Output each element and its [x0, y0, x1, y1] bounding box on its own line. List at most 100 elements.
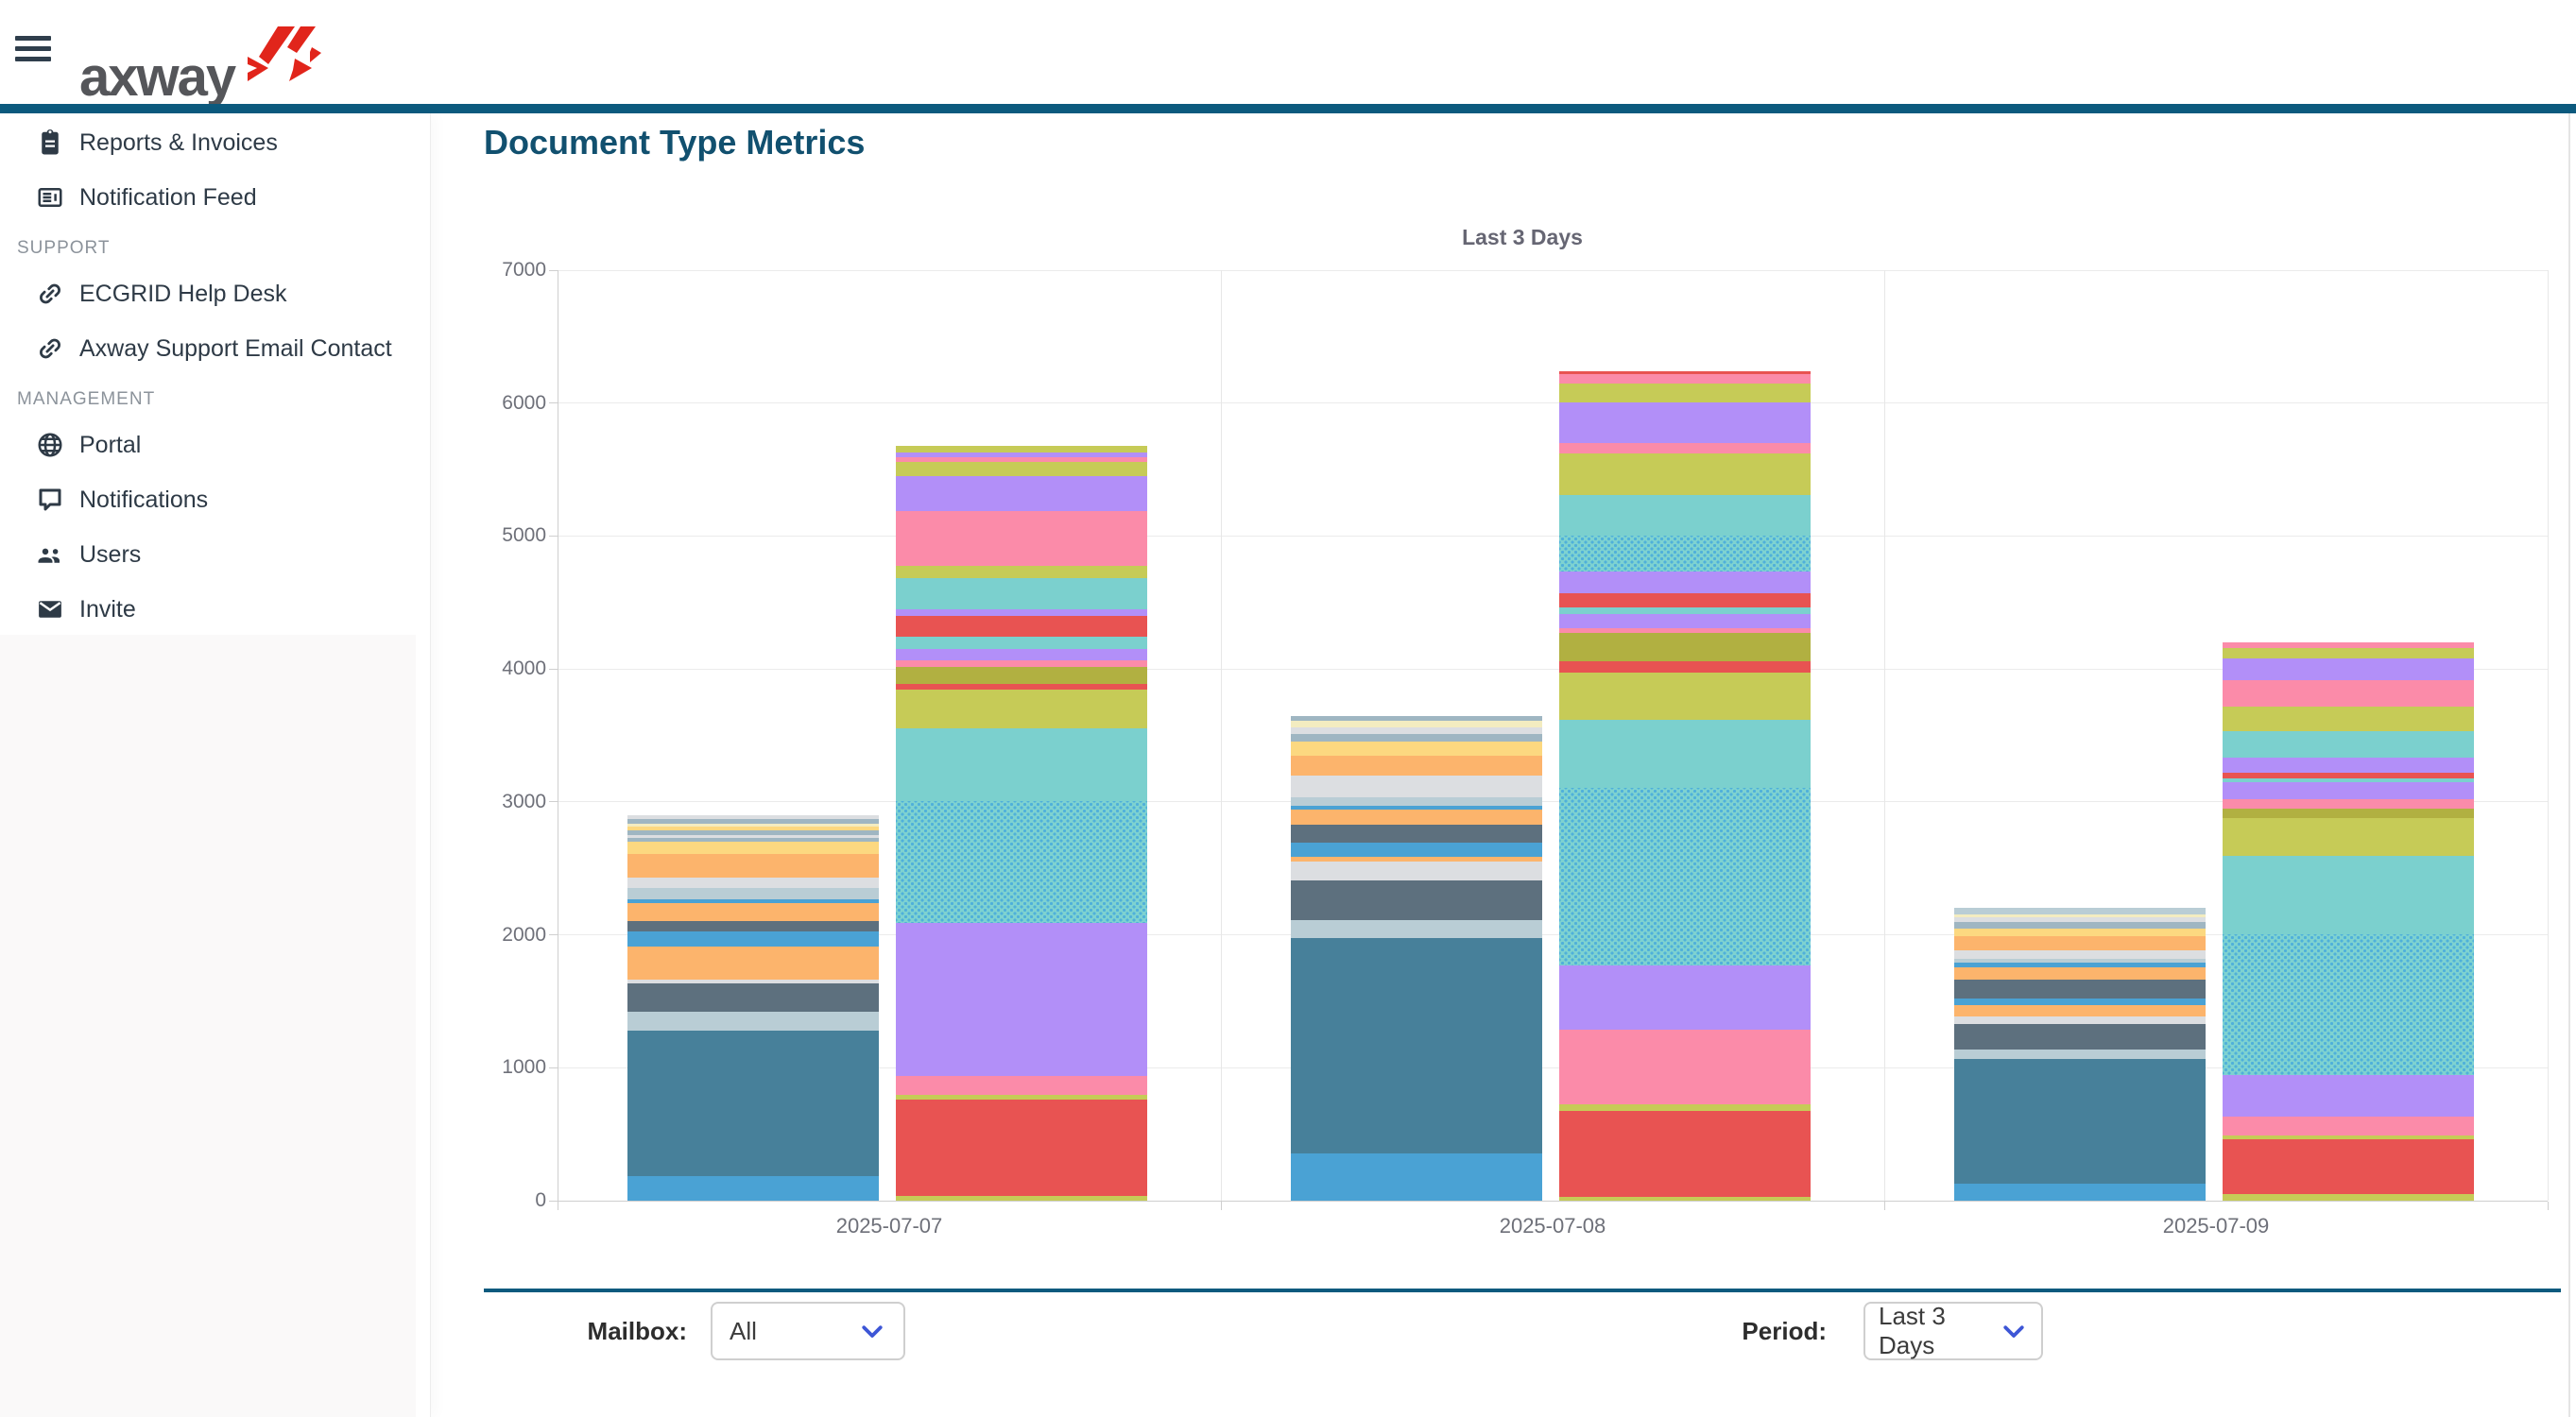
link-icon: [36, 280, 64, 308]
category-separator-line: [2547, 270, 2549, 1201]
bar-segment-purple: [896, 922, 1147, 1076]
bar-segment-turquoise: [896, 727, 1147, 801]
bar-segment-pink: [2223, 680, 2474, 708]
sidebar-item-label: ECGRID Help Desk: [79, 280, 287, 307]
bar-segment-orange: [1954, 1004, 2206, 1016]
bar-segment-pink: [896, 511, 1147, 567]
x-axis-tick: [2547, 1202, 2549, 1210]
mailbox-label: Mailbox:: [587, 1317, 687, 1345]
mailbox-dropdown[interactable]: All: [711, 1302, 905, 1360]
bar-segment-turquoise: [1559, 719, 1811, 788]
footer-divider: [484, 1289, 2561, 1292]
sidebar-item-label: Reports & Invoices: [79, 128, 278, 156]
bar-segment-turquoise: [896, 637, 1147, 649]
bar-segment-red: [2223, 1139, 2474, 1194]
link-icon: [36, 334, 64, 363]
sidebar-item-reports-invoices[interactable]: Reports & Invoices: [0, 115, 431, 170]
bar-segment-steelgray: [1291, 734, 1542, 743]
gridline: [558, 668, 2548, 670]
bar-segment-paleyellow: [1954, 913, 2206, 917]
sidebar: Reports & Invoices Notification Feed SUPPO…: [0, 113, 431, 1417]
x-axis-tick: [1883, 1202, 1885, 1210]
bar-segment-red: [1559, 661, 1811, 673]
x-axis-tick: [1220, 1202, 1222, 1210]
bar-segment-turquoise_hatch: [896, 800, 1147, 923]
bar-segment-blue: [1954, 998, 2206, 1005]
period-dropdown[interactable]: Last 3 Days: [1863, 1302, 2043, 1360]
hamburger-menu-icon[interactable]: [15, 30, 57, 68]
bar-segment-yellow: [627, 827, 879, 831]
category-separator-line: [1220, 270, 1222, 1201]
bar-segment-slate: [1291, 880, 1542, 921]
bar-segment-ltbluegray: [1291, 920, 1542, 939]
bar-segment-pink: [2223, 1117, 2474, 1136]
bar-segment-purple: [1559, 965, 1811, 1031]
bar-segment-ltgray: [627, 878, 879, 889]
bar-segment-red: [896, 1099, 1147, 1196]
bar-segment-olive: [2223, 707, 2474, 732]
sidebar-item-notification-feed[interactable]: Notification Feed: [0, 170, 431, 225]
x-axis-line: [558, 1201, 2548, 1202]
bar-segment-yellow: [627, 842, 879, 855]
bar-segment-olive: [2223, 818, 2474, 857]
sidebar-item-portal[interactable]: Portal: [0, 418, 431, 472]
mailbox-dropdown-value: All: [730, 1316, 757, 1345]
top-accent-bar: [0, 104, 2576, 113]
bar-segment-slate: [1291, 825, 1542, 844]
bar-segment-ltbluegray: [627, 888, 879, 900]
sidebar-item-axway-support-email-contact[interactable]: Axway Support Email Contact: [0, 321, 431, 376]
sidebar-item-label: Portal: [79, 431, 142, 458]
bar-segment-olive: [1559, 1197, 1811, 1201]
bar-segment-blue: [1291, 843, 1542, 858]
chevron-down-icon: [2000, 1317, 2028, 1345]
sidebar-item-label: Invite: [79, 595, 136, 623]
sidebar-item-users[interactable]: Users: [0, 527, 431, 582]
bar-segment-slate: [627, 920, 879, 931]
feed-icon: [36, 183, 64, 212]
y-axis-label: 5000: [502, 524, 546, 547]
bar-segment-purple: [896, 476, 1147, 512]
axway-logo: axway: [79, 21, 325, 105]
sidebar-item-ecgrid-help-desk[interactable]: ECGRID Help Desk: [0, 266, 431, 321]
y-axis-tick: [549, 402, 558, 404]
y-axis-tick: [549, 535, 558, 537]
bar-segment-orange: [627, 854, 879, 879]
period-label: Period:: [1742, 1317, 1827, 1345]
gridline: [558, 269, 2548, 271]
bar-segment-pink: [1559, 1030, 1811, 1104]
bar-segment-orange: [1291, 857, 1542, 862]
bar-segment-olive: [2223, 1135, 2474, 1139]
bar-segment-purple: [2223, 658, 2474, 681]
sidebar-item-notifications[interactable]: Notifications: [0, 472, 431, 527]
period-dropdown-value: Last 3 Days: [1879, 1302, 1946, 1359]
gridline: [558, 1067, 2548, 1068]
x-axis-label: 2025-07-08: [1499, 1214, 1606, 1238]
sidebar-item-label: Users: [79, 540, 142, 568]
bar-segment-slate: [1954, 1023, 2206, 1050]
y-axis-label: 3000: [502, 790, 546, 812]
bar-segment-olive: [896, 566, 1147, 578]
bar-segment-ltgray: [1954, 1016, 2206, 1024]
chart-title: Last 3 Days: [1462, 225, 1583, 249]
y-axis-tick: [549, 668, 558, 670]
bar-segment-turquoise: [896, 578, 1147, 610]
bar-segment-pink: [896, 456, 1147, 463]
bar-segment-olive: [2223, 1193, 2474, 1201]
sidebar-item-invite[interactable]: Invite: [0, 582, 431, 637]
sidebar-lower-area: [0, 635, 416, 1417]
x-axis-label: 2025-07-07: [835, 1214, 943, 1238]
bar-segment-ltgray: [1291, 776, 1542, 798]
bar-segment-pink: [2223, 799, 2474, 810]
y-axis-label: 6000: [502, 391, 546, 414]
bar-segment-olive: [896, 690, 1147, 728]
bar-segment-orange: [1291, 810, 1542, 826]
bar-segment-ltbluegray: [1954, 1049, 2206, 1059]
bar-segment-blue: [627, 930, 879, 947]
bar-segment-olive: [896, 1094, 1147, 1100]
bar-segment-darkolive: [1559, 633, 1811, 662]
bar-segment-olive: [896, 1195, 1147, 1201]
bar-segment-paleyellow: [1291, 721, 1542, 728]
bar-segment-turquoise_hatch: [1559, 535, 1811, 572]
bar-segment-slate: [1954, 979, 2206, 999]
